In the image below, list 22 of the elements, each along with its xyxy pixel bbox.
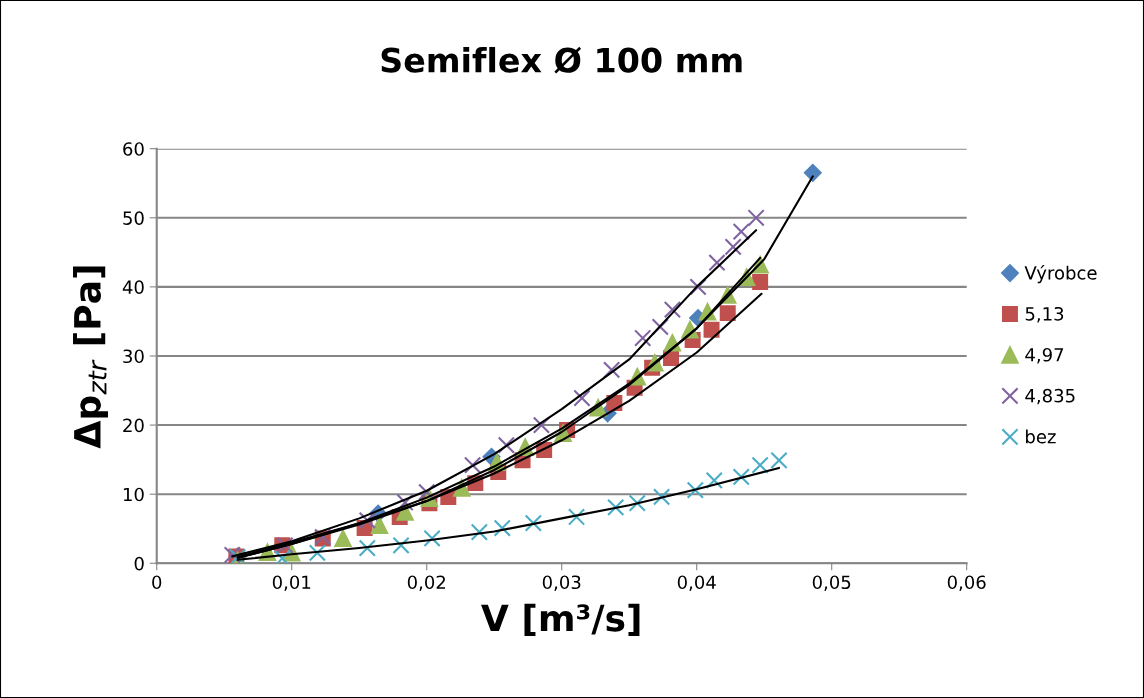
y-tick-label: 40 bbox=[122, 280, 144, 294]
x-tick-label: 0,04 bbox=[677, 575, 716, 591]
x-tick-label: 0,03 bbox=[542, 575, 581, 591]
y-tick-label: 50 bbox=[123, 211, 144, 225]
y-tick-label: 30 bbox=[123, 349, 144, 364]
x-tick-label: 0,05 bbox=[812, 575, 851, 591]
legend-label: bez bbox=[1026, 429, 1056, 444]
legend-label: 4,97 bbox=[1025, 347, 1064, 364]
y-tick-label: 60 bbox=[123, 142, 144, 156]
legend-label: 5,13 bbox=[1025, 306, 1064, 323]
chart-title: Semiflex Ø 100 mm bbox=[381, 46, 742, 74]
x-tick-label: 0 bbox=[152, 575, 162, 590]
x-axis-title: V [m³/s] bbox=[481, 603, 640, 636]
x-tick-label: 0,02 bbox=[407, 575, 445, 591]
x-tick-label: 0,06 bbox=[947, 575, 986, 591]
y-tick-label: 0 bbox=[134, 556, 144, 571]
x-tick-label: 0,01 bbox=[272, 575, 311, 591]
legend-label: Výrobce bbox=[1024, 264, 1097, 284]
legend-label: 4,835 bbox=[1025, 388, 1075, 405]
y-axis-title: Δp$_{ztr}$ [Pa] bbox=[73, 266, 108, 449]
y-tick-label: 10 bbox=[123, 487, 144, 502]
y-tick-label: 20 bbox=[123, 418, 144, 433]
